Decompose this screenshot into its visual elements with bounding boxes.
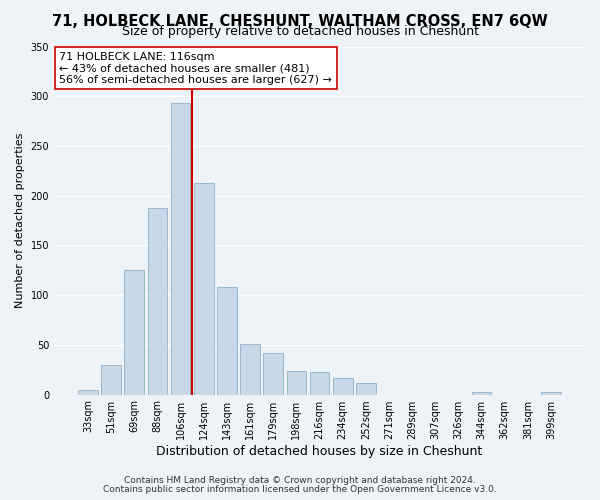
Text: Contains HM Land Registry data © Crown copyright and database right 2024.: Contains HM Land Registry data © Crown c…: [124, 476, 476, 485]
Bar: [472, 392, 491, 394]
Bar: [287, 370, 306, 394]
Bar: [541, 392, 561, 394]
Bar: [356, 382, 376, 394]
Bar: [240, 344, 260, 395]
Bar: [263, 353, 283, 395]
Bar: [171, 103, 190, 395]
Text: Size of property relative to detached houses in Cheshunt: Size of property relative to detached ho…: [121, 25, 479, 38]
Bar: [333, 378, 353, 394]
Text: Contains public sector information licensed under the Open Government Licence v3: Contains public sector information licen…: [103, 484, 497, 494]
X-axis label: Distribution of detached houses by size in Cheshunt: Distribution of detached houses by size …: [157, 444, 482, 458]
Text: 71, HOLBECK LANE, CHESHUNT, WALTHAM CROSS, EN7 6QW: 71, HOLBECK LANE, CHESHUNT, WALTHAM CROS…: [52, 14, 548, 29]
Bar: [101, 364, 121, 394]
Bar: [148, 208, 167, 394]
Bar: [310, 372, 329, 394]
Bar: [194, 182, 214, 394]
Y-axis label: Number of detached properties: Number of detached properties: [15, 133, 25, 308]
Bar: [124, 270, 144, 394]
Bar: [217, 287, 237, 395]
Text: 71 HOLBECK LANE: 116sqm
← 43% of detached houses are smaller (481)
56% of semi-d: 71 HOLBECK LANE: 116sqm ← 43% of detache…: [59, 52, 332, 85]
Bar: [78, 390, 98, 394]
